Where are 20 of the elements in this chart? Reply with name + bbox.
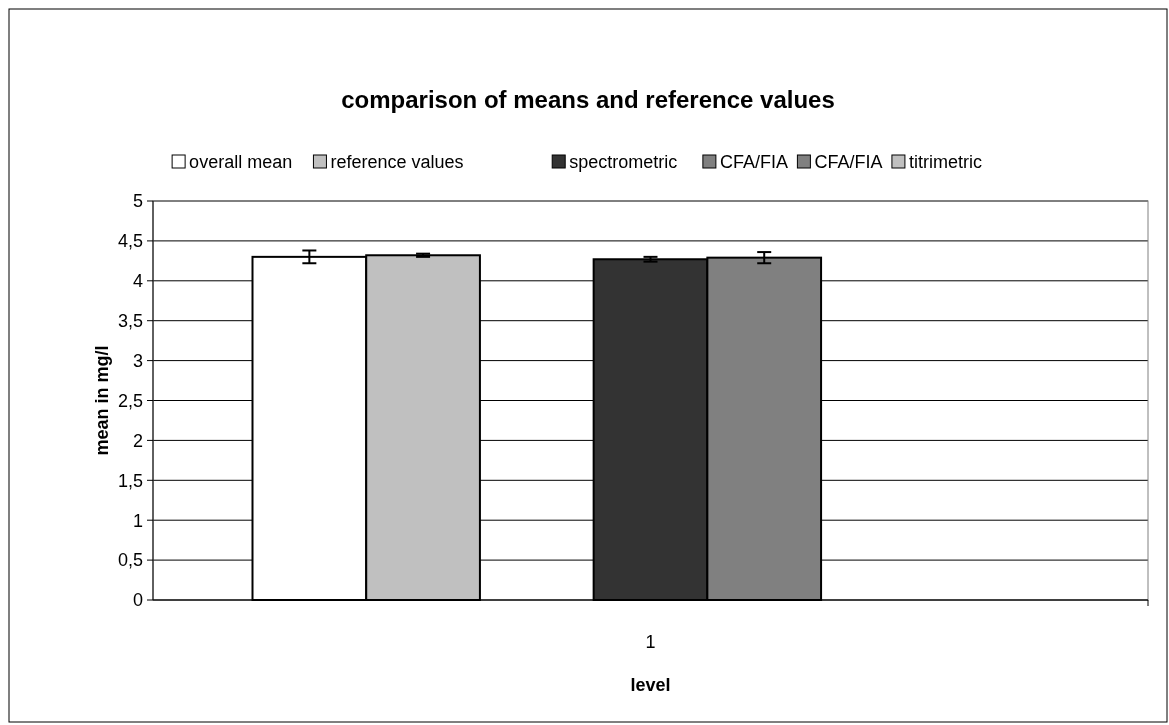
x-axis-title: level bbox=[630, 675, 671, 695]
y-tick-label: 3 bbox=[132, 350, 143, 371]
y-tick-label: 1 bbox=[132, 510, 143, 531]
legend-label: overall mean bbox=[189, 152, 293, 172]
y-tick-label: 0 bbox=[132, 590, 143, 611]
legend-label: CFA/FIA bbox=[719, 152, 788, 172]
y-tick-label: 3,5 bbox=[117, 311, 143, 331]
y-axis-title: mean in mg/l bbox=[92, 345, 112, 456]
legend-label: spectrometric bbox=[569, 152, 678, 172]
chart-title: comparison of means and reference values bbox=[341, 86, 835, 113]
legend-label: CFA/FIA bbox=[814, 152, 883, 172]
y-tick-label: 1,5 bbox=[117, 470, 143, 491]
y-tick-label: 0,5 bbox=[117, 550, 143, 571]
y-tick-label: 4 bbox=[132, 271, 143, 292]
y-tick-label: 2 bbox=[132, 430, 143, 451]
y-tick-label: 2,5 bbox=[117, 390, 143, 411]
legend-label: reference values bbox=[330, 152, 464, 172]
y-tick-label: 5 bbox=[132, 191, 143, 212]
y-tick-label: 4,5 bbox=[117, 231, 143, 252]
legend-label: titrimetric bbox=[908, 152, 982, 172]
